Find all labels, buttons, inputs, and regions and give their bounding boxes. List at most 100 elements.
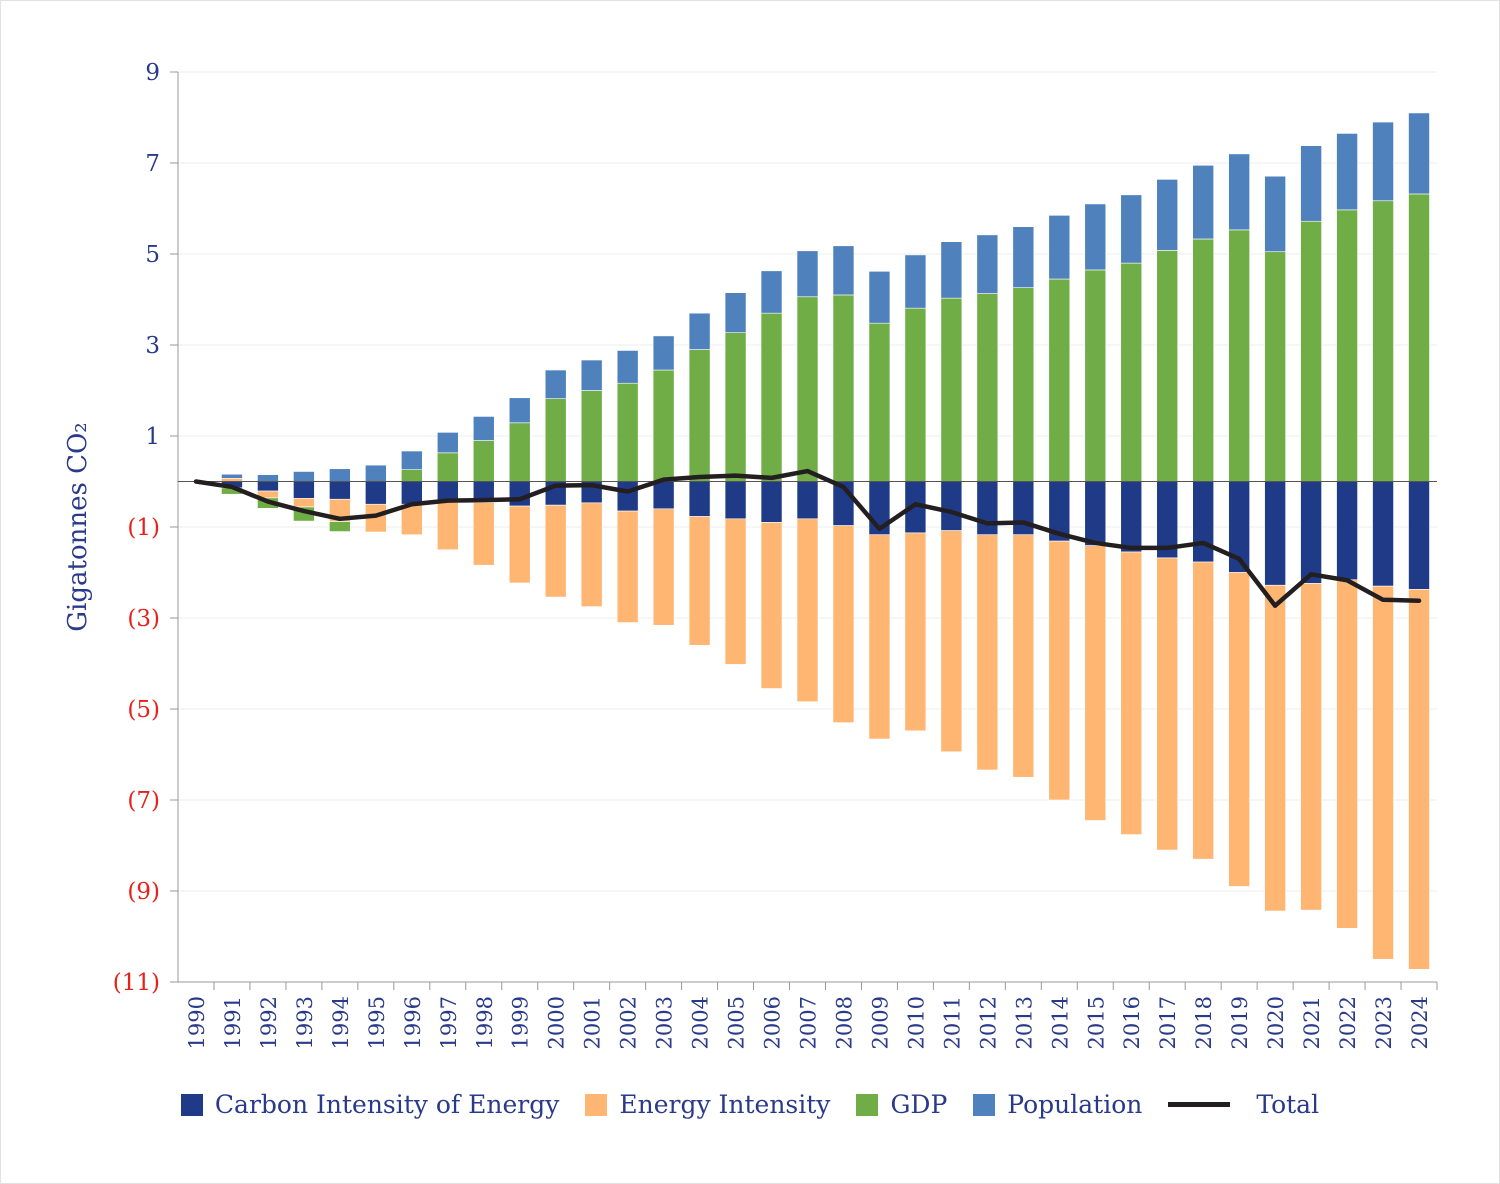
- bar-population-1999: [508, 397, 531, 424]
- x-tick-label: 2005: [725, 996, 749, 1049]
- x-tick-label: 1994: [329, 996, 353, 1049]
- legend-item-energy-intensity: Energy Intensity: [585, 1090, 830, 1119]
- x-tick-label: 2012: [976, 996, 1000, 1049]
- bar-energy-intensity-2003: [652, 508, 675, 626]
- bar-population-2014: [1048, 215, 1071, 280]
- legend-item-population: Population: [973, 1090, 1142, 1119]
- bar-energy-intensity-2016: [1120, 551, 1143, 835]
- bar-energy-intensity-2019: [1228, 572, 1250, 887]
- bar-energy-intensity-2001: [580, 502, 603, 607]
- x-tick-label: 2023: [1372, 996, 1396, 1049]
- y-tick-label: 9: [145, 60, 160, 86]
- bar-population-2011: [940, 241, 963, 299]
- bar-population-2016: [1120, 194, 1143, 264]
- bar-energy-intensity-2005: [724, 518, 747, 665]
- bar-energy-intensity-2007: [796, 518, 819, 703]
- bar-population-2019: [1228, 153, 1250, 231]
- bar-carbon-intensity-of-energy-2016: [1120, 481, 1143, 553]
- bar-population-2015: [1084, 203, 1107, 271]
- x-tick-label: 1993: [293, 996, 317, 1049]
- y-tick-label: (9): [127, 879, 160, 905]
- y-tick-label: 1: [145, 424, 160, 450]
- bar-population-2021: [1300, 145, 1322, 222]
- legend-swatch: [585, 1093, 608, 1116]
- bar-population-1994: [329, 468, 351, 482]
- bar-population-1998: [472, 416, 495, 441]
- bar-energy-intensity-1997: [436, 502, 459, 551]
- x-tick-label: 2013: [1012, 996, 1036, 1049]
- bar-carbon-intensity-of-energy-2012: [976, 481, 999, 536]
- bar-carbon-intensity-of-energy-2011: [940, 481, 963, 531]
- bar-carbon-intensity-of-energy-1994: [329, 481, 351, 500]
- bar-carbon-intensity-of-energy-1995: [365, 481, 387, 505]
- bar-energy-intensity-2014: [1048, 540, 1071, 801]
- bar-population-2024: [1408, 112, 1430, 195]
- bar-population-2001: [580, 359, 603, 391]
- bar-gdp-2007: [796, 296, 819, 482]
- bar-carbon-intensity-of-energy-2005: [724, 481, 747, 520]
- bars: [221, 112, 1430, 970]
- legend: Carbon Intensity of Energy Energy Intens…: [0, 1090, 1500, 1119]
- bar-gdp-1996: [401, 469, 423, 482]
- x-tick-label: 2019: [1228, 996, 1252, 1049]
- x-tick-label: 2016: [1120, 996, 1144, 1049]
- y-tick-label: (7): [127, 788, 160, 814]
- bar-population-2006: [760, 270, 783, 314]
- bar-carbon-intensity-of-energy-2022: [1336, 481, 1358, 581]
- bar-carbon-intensity-of-energy-1992: [257, 481, 279, 492]
- bar-gdp-2017: [1156, 250, 1179, 482]
- bar-carbon-intensity-of-energy-2003: [652, 481, 675, 510]
- x-tick-label: 2004: [689, 996, 713, 1049]
- y-tick-label: (11): [113, 970, 160, 996]
- x-tick-label: 2008: [832, 996, 856, 1049]
- bar-energy-intensity-1993: [293, 498, 315, 508]
- x-tick-label: 2003: [653, 996, 677, 1049]
- x-tick-label: 2000: [545, 996, 569, 1049]
- bar-energy-intensity-2022: [1336, 579, 1358, 929]
- bar-carbon-intensity-of-energy-1996: [401, 481, 423, 505]
- x-tick-label: 2021: [1300, 996, 1324, 1049]
- legend-label: Total: [1256, 1090, 1320, 1119]
- bar-carbon-intensity-of-energy-2021: [1300, 481, 1322, 584]
- bar-population-2010: [904, 254, 927, 309]
- bar-gdp-2019: [1228, 229, 1250, 482]
- legend-swatch: [856, 1093, 879, 1116]
- legend-label: GDP: [890, 1090, 948, 1119]
- bar-gdp-2013: [1012, 287, 1035, 482]
- bar-gdp-2021: [1300, 220, 1322, 482]
- bar-gdp-2011: [940, 297, 963, 482]
- bar-energy-intensity-2002: [616, 510, 639, 623]
- bar-population-1993: [293, 471, 315, 482]
- bar-gdp-2003: [652, 369, 675, 482]
- x-tick-label: 1998: [473, 996, 497, 1049]
- bar-gdp-2001: [580, 390, 603, 482]
- bar-gdp-1997: [436, 452, 459, 482]
- bar-gdp-2018: [1192, 238, 1214, 482]
- bar-population-1992: [257, 474, 279, 482]
- bar-energy-intensity-2010: [904, 532, 927, 732]
- bar-energy-intensity-2015: [1084, 545, 1107, 821]
- bar-population-2022: [1336, 133, 1358, 211]
- bar-gdp-2020: [1264, 251, 1286, 482]
- x-tick-label: 2018: [1192, 996, 1216, 1049]
- bar-energy-intensity-2024: [1408, 589, 1430, 970]
- bar-energy-intensity-2006: [760, 522, 783, 689]
- gridlines: [178, 71, 1437, 983]
- bar-population-2000: [544, 369, 567, 399]
- bar-gdp-2014: [1048, 278, 1071, 482]
- legend-item-carbon-intensity: Carbon Intensity of Energy: [180, 1090, 559, 1119]
- bar-gdp-2015: [1084, 269, 1107, 482]
- bar-energy-intensity-2011: [940, 530, 963, 753]
- x-tick-label: 1990: [185, 996, 209, 1049]
- bar-energy-intensity-2009: [868, 534, 891, 740]
- bar-carbon-intensity-of-energy-2015: [1084, 481, 1107, 546]
- bar-gdp-2005: [724, 332, 747, 482]
- bar-gdp-2004: [688, 349, 711, 482]
- x-tick-label: 2017: [1156, 996, 1180, 1049]
- bar-gdp-2006: [760, 312, 783, 482]
- bar-energy-intensity-1998: [472, 502, 495, 566]
- bar-population-1996: [401, 450, 423, 470]
- bar-energy-intensity-1999: [508, 505, 531, 584]
- y-tick-label: (5): [127, 697, 160, 723]
- bar-gdp-2023: [1372, 200, 1394, 482]
